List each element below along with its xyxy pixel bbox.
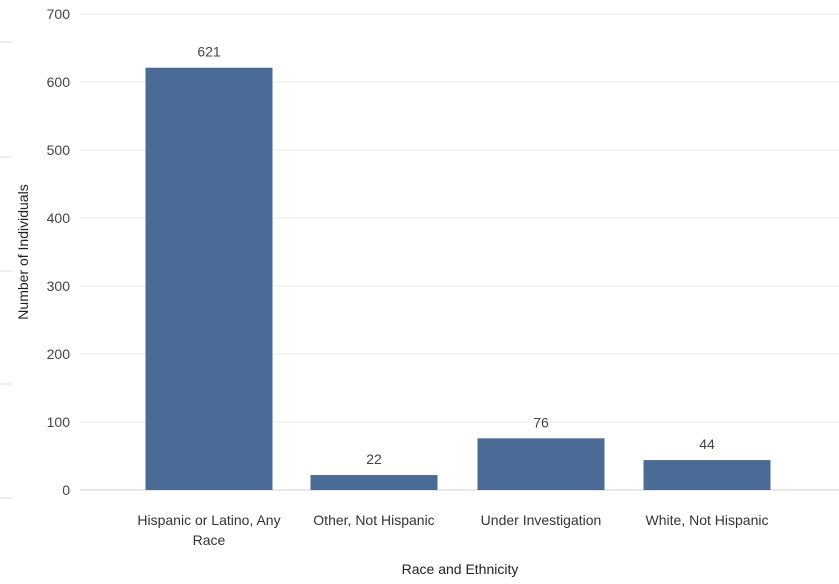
y-tick-label: 700 (47, 6, 71, 22)
y-tick-label: 200 (47, 346, 71, 362)
x-category-label-2: Under Investigation (481, 512, 602, 528)
bars (145, 67, 771, 490)
x-category-line: Hispanic or Latino, Any (137, 512, 280, 528)
x-axis-title: Race and Ethnicity (402, 561, 519, 577)
x-category-line: Race (193, 532, 226, 548)
x-category-line: Other, Not Hispanic (313, 512, 434, 528)
x-category-label-0: Hispanic or Latino, Any Race (137, 512, 280, 548)
y-axis-ticks: 0 100 200 300 400 500 600 700 (47, 6, 71, 498)
y-tick-label: 0 (62, 482, 70, 498)
x-category-line: Under Investigation (481, 512, 602, 528)
y-tick-label: 500 (47, 142, 71, 158)
y-tick-label: 300 (47, 278, 71, 294)
value-labels: 621 22 76 44 (197, 44, 715, 467)
x-axis-categories: Hispanic or Latino, Any Race Other, Not Hi… (137, 512, 768, 548)
bar-2 (477, 438, 605, 490)
bar-3 (643, 460, 771, 490)
y-tick-label: 600 (47, 74, 71, 90)
x-category-label-1: Other, Not Hispanic (313, 512, 434, 528)
y-tick-label: 400 (47, 210, 71, 226)
bar-0 (145, 67, 273, 490)
x-category-line: White, Not Hispanic (646, 512, 769, 528)
data-label-2: 76 (533, 414, 549, 430)
data-label-0: 621 (197, 44, 221, 60)
left-edge-marks (0, 41, 12, 499)
y-tick-label: 100 (47, 414, 71, 430)
bar-1 (310, 475, 438, 490)
y-axis-title: Number of Individuals (15, 184, 31, 319)
data-label-1: 22 (366, 451, 382, 467)
x-category-label-3: White, Not Hispanic (646, 512, 769, 528)
data-label-3: 44 (699, 436, 715, 452)
